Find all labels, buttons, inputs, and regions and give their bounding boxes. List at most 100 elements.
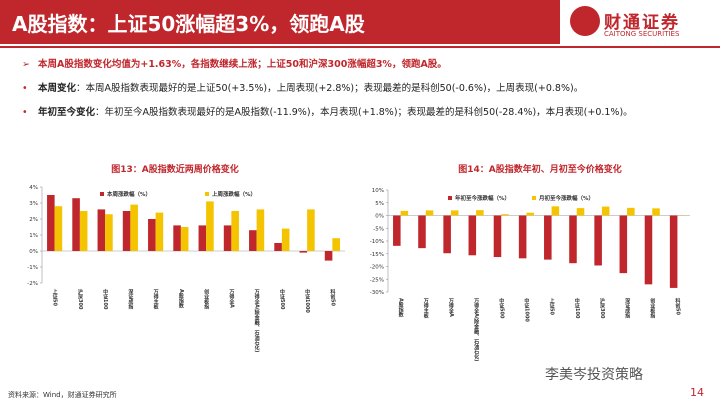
bar [551, 206, 560, 216]
bar [97, 209, 106, 251]
y-tick-label: 5% [375, 201, 384, 207]
slide-title: A股指数：上证50涨幅超3%，领跑A股 [12, 12, 365, 36]
bar [307, 209, 315, 251]
x-tick-label: 上证50 [52, 288, 58, 306]
x-tick-label: 万得主板 [422, 297, 429, 319]
y-tick-label: -20% [370, 265, 384, 271]
bar [54, 206, 63, 251]
y-tick-label: 2% [29, 217, 38, 223]
bullet-list: ➢ 本周A股指数变化均值为+1.63%，各指数继续上涨；上证50和沪深300涨幅超… [22, 58, 712, 130]
bar [72, 198, 80, 251]
chart-title: 图14：A股指数年初、月初至今价格变化 [458, 163, 622, 175]
bar [47, 195, 55, 251]
bar [544, 215, 552, 260]
chart-title: 图13：A股指数近两周价格变化 [111, 163, 239, 175]
bar [105, 214, 113, 251]
x-tick-label: 沪深300 [599, 297, 605, 319]
logo-text: 财通证券 [604, 13, 680, 33]
bar [299, 251, 308, 253]
x-tick-label: 万得全A [228, 288, 235, 308]
y-tick-label: -25% [370, 277, 384, 283]
bar [198, 225, 207, 251]
bullet-lead: 本周变化 [38, 83, 77, 94]
y-tick-label: 0% [29, 249, 38, 255]
bullet: ➢ 本周A股指数变化均值为+1.63%，各指数继续上涨；上证50和沪深300涨幅超… [22, 59, 447, 70]
bar [206, 201, 214, 251]
x-tick-label: 沪深300 [77, 288, 83, 310]
y-tick-label: 1% [29, 233, 38, 239]
y-tick-label: -10% [370, 239, 384, 245]
legend-label: 本周涨跌幅（%） [107, 190, 151, 198]
x-tick-label: 万得全A(除金融、石油石化) [253, 288, 260, 352]
bar [274, 243, 282, 251]
bar [627, 207, 635, 216]
bar [180, 227, 189, 251]
bar [669, 215, 678, 288]
bullet: • 本周变化：本周A股指数表现最好的是上证50(+3.5%)，上周表现(+2.8%… [22, 83, 584, 94]
bullet-text: 本周A股指数变化均值为+1.63%，各指数继续上涨；上证50和沪深300涨幅超3… [38, 59, 447, 70]
bar [231, 211, 239, 251]
bar [644, 215, 653, 285]
bar [493, 215, 502, 258]
bar [425, 210, 434, 216]
bar [223, 225, 232, 251]
legend-label: 上周涨跌幅（%） [212, 190, 256, 198]
x-tick-label: 科创50 [329, 288, 336, 306]
logo-subtext: CAITONG SECURITIES [604, 30, 680, 38]
x-tick-label: A股指数 [397, 298, 404, 318]
bar [400, 210, 409, 216]
x-tick-label: 中证100 [574, 297, 580, 319]
bar [130, 204, 138, 251]
bar [79, 211, 88, 251]
legend-label: 年初至今涨跌幅（%） [455, 194, 510, 202]
x-tick-label: 中证100 [102, 288, 108, 310]
y-tick-label: 4% [29, 185, 38, 191]
bullet-lead: 年初至今变化 [38, 107, 96, 118]
bullet: • 年初至今变化：年初至今A股指数表现最好的是A股指数(-11.9%)，本月表现(… [22, 107, 633, 118]
source-note: 资料来源：Wind，财通证券研究所 [8, 391, 117, 399]
x-tick-label: 万得全A [447, 297, 454, 317]
x-tick-label: 中证1000 [523, 297, 529, 322]
bar [281, 228, 290, 251]
bullet-text: ：年初至今A股指数表现最好的是A股指数(-11.9%)，本月表现(+1.8%)；… [95, 107, 633, 118]
x-tick-label: 科创50 [674, 297, 681, 315]
x-tick-label: 深证成指 [127, 288, 133, 310]
bar [576, 208, 585, 216]
legend-swatch [100, 192, 104, 196]
y-tick-label: 0% [375, 214, 384, 220]
y-tick-label: 3% [29, 201, 38, 207]
x-tick-label: 中证500 [498, 297, 504, 319]
x-tick-label: 深证成指 [624, 297, 630, 319]
x-tick-label: 创业板指 [649, 297, 656, 319]
bar [324, 251, 333, 261]
bar [332, 238, 340, 251]
bar [173, 225, 181, 251]
bar [601, 206, 610, 216]
bullet-text: ：本周A股指数表现最好的是上证50(+3.5%)，上周表现(+2.8%)；表现最… [76, 83, 584, 94]
page-number: 14 [690, 386, 704, 399]
x-tick-label: 创业板指 [203, 288, 210, 310]
bar [443, 215, 451, 254]
bar [155, 212, 164, 251]
y-tick-label: -1% [27, 265, 38, 271]
bar [148, 219, 156, 251]
x-tick-label: 中证500 [279, 288, 285, 310]
bar [526, 212, 534, 216]
bar [249, 230, 257, 251]
legend-swatch [448, 196, 452, 200]
bar [652, 208, 660, 216]
bar [468, 215, 477, 256]
bar [476, 210, 484, 216]
bar [619, 215, 628, 274]
legend-label: 月初至今涨跌幅（%） [538, 194, 594, 202]
legend-swatch [205, 192, 209, 196]
bar [594, 215, 602, 266]
legend-swatch [532, 196, 536, 200]
x-tick-label: A股指数 [177, 289, 184, 309]
logo-icon [570, 6, 600, 36]
y-tick-label: 10% [372, 188, 384, 194]
bar [518, 215, 527, 259]
header-rule [0, 46, 720, 48]
x-tick-label: 万得全A(除金融、石油石化) [473, 297, 480, 361]
